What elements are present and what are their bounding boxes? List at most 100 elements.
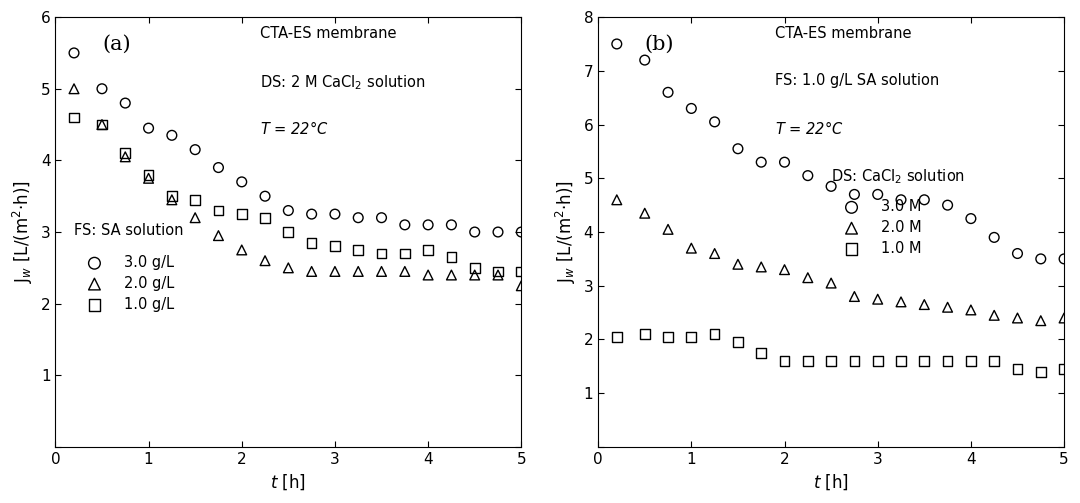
3.0 M: [986, 233, 1003, 241]
1.0 g/L: [280, 228, 297, 236]
2.0 M: [1009, 314, 1026, 322]
1.0 M: [799, 357, 816, 365]
3.0 g/L: [280, 207, 297, 215]
1.0 g/L: [66, 113, 83, 121]
2.0 M: [706, 249, 724, 258]
X-axis label: $t$ [h]: $t$ [h]: [813, 472, 849, 492]
2.0 g/L: [350, 268, 367, 276]
3.0 g/L: [256, 192, 273, 200]
Text: CTA-ES membrane: CTA-ES membrane: [775, 26, 912, 41]
2.0 M: [939, 303, 956, 311]
2.0 M: [962, 306, 980, 314]
3.0 M: [636, 56, 653, 64]
3.0 g/L: [396, 221, 414, 229]
2.0 M: [753, 263, 770, 271]
1.0 M: [636, 330, 653, 338]
3.0 g/L: [303, 210, 321, 218]
1.0 M: [986, 357, 1003, 365]
Y-axis label: J$_w$ [L/(m$^2$·h)]: J$_w$ [L/(m$^2$·h)]: [554, 181, 578, 283]
1.0 M: [729, 338, 746, 346]
2.0 M: [846, 292, 863, 300]
3.0 g/L: [419, 221, 436, 229]
2.0 M: [986, 311, 1003, 319]
2.0 M: [775, 266, 793, 274]
1.0 M: [775, 357, 793, 365]
1.0 g/L: [350, 246, 367, 254]
3.0 g/L: [93, 85, 110, 93]
2.0 M: [1055, 314, 1072, 322]
1.0 M: [660, 333, 677, 341]
3.0 M: [869, 191, 887, 199]
3.0 g/L: [513, 228, 530, 236]
3.0 g/L: [373, 214, 390, 222]
Text: $T$ = 22°C: $T$ = 22°C: [775, 120, 843, 137]
Y-axis label: J$_w$ [L/(m$^2$·h)]: J$_w$ [L/(m$^2$·h)]: [11, 181, 36, 283]
Text: $T$ = 22°C: $T$ = 22°C: [260, 120, 329, 137]
Legend: 3.0 M, 2.0 M, 1.0 M: 3.0 M, 2.0 M, 1.0 M: [832, 193, 927, 262]
3.0 M: [775, 158, 793, 166]
3.0 M: [683, 105, 700, 113]
1.0 g/L: [326, 242, 343, 250]
1.0 g/L: [256, 214, 273, 222]
2.0 M: [799, 274, 816, 282]
3.0 M: [916, 196, 933, 204]
1.0 g/L: [396, 249, 414, 258]
Text: FS: 1.0 g/L SA solution: FS: 1.0 g/L SA solution: [775, 73, 940, 88]
1.0 M: [706, 330, 724, 338]
3.0 M: [608, 40, 625, 48]
2.0 g/L: [326, 268, 343, 276]
2.0 g/L: [187, 214, 204, 222]
3.0 g/L: [187, 145, 204, 153]
3.0 M: [823, 182, 840, 190]
2.0 M: [823, 279, 840, 287]
2.0 g/L: [93, 121, 110, 129]
3.0 g/L: [163, 131, 180, 139]
3.0 M: [1009, 249, 1026, 258]
3.0 g/L: [350, 214, 367, 222]
2.0 g/L: [467, 271, 484, 279]
3.0 M: [799, 172, 816, 180]
2.0 M: [729, 260, 746, 268]
2.0 g/L: [443, 271, 460, 279]
1.0 g/L: [210, 207, 227, 215]
1.0 M: [916, 357, 933, 365]
2.0 g/L: [117, 153, 134, 161]
2.0 M: [892, 298, 909, 306]
3.0 g/L: [489, 228, 507, 236]
1.0 g/L: [373, 249, 390, 258]
3.0 g/L: [467, 228, 484, 236]
2.0 g/L: [513, 282, 530, 290]
1.0 M: [683, 333, 700, 341]
3.0 M: [939, 201, 956, 209]
2.0 M: [916, 300, 933, 308]
1.0 M: [1055, 365, 1072, 373]
1.0 M: [939, 357, 956, 365]
1.0 g/L: [93, 121, 110, 129]
2.0 M: [1032, 317, 1050, 325]
3.0 M: [1055, 255, 1072, 263]
1.0 M: [753, 349, 770, 357]
3.0 g/L: [326, 210, 343, 218]
3.0 M: [1032, 255, 1050, 263]
2.0 g/L: [396, 268, 414, 276]
1.0 M: [846, 357, 863, 365]
2.0 g/L: [210, 231, 227, 239]
3.0 M: [729, 145, 746, 153]
3.0 g/L: [117, 99, 134, 107]
1.0 g/L: [163, 192, 180, 200]
2.0 g/L: [140, 174, 158, 182]
2.0 g/L: [233, 246, 251, 254]
1.0 g/L: [187, 196, 204, 204]
3.0 M: [753, 158, 770, 166]
3.0 M: [660, 89, 677, 97]
3.0 g/L: [66, 49, 83, 57]
2.0 M: [660, 225, 677, 233]
1.0 M: [1032, 368, 1050, 376]
1.0 M: [869, 357, 887, 365]
2.0 g/L: [303, 268, 321, 276]
2.0 g/L: [419, 271, 436, 279]
3.0 g/L: [443, 221, 460, 229]
1.0 g/L: [419, 246, 436, 254]
2.0 M: [869, 295, 887, 303]
3.0 g/L: [233, 178, 251, 186]
